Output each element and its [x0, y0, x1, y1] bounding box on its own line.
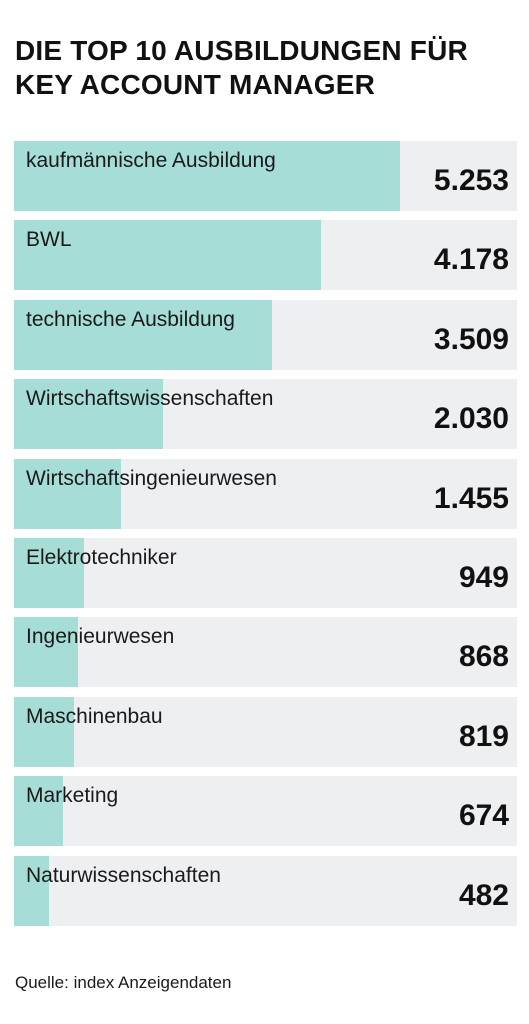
chart-title-line-2: KEY ACCOUNT MANAGER — [15, 69, 376, 100]
bar — [14, 299, 272, 370]
bar-chart: kaufmännische Ausbildung 5.253 BWL 4.178 tec… — [14, 141, 517, 935]
bar — [14, 776, 64, 847]
bar-label: Marketing — [26, 784, 119, 808]
bar-label: Wirtschaftsingenieurwesen — [26, 466, 277, 490]
bar-value: 3.509 — [433, 322, 509, 356]
bar — [14, 141, 400, 211]
bar-label: Naturwissenschaften — [26, 863, 221, 887]
bar-value: 482 — [458, 878, 509, 912]
bar-label: Ingenieurwesen — [26, 625, 175, 649]
bar — [14, 220, 321, 291]
bar-row: kaufmännische Ausbildung 5.253 — [14, 141, 517, 211]
bar-value: 819 — [458, 719, 509, 753]
bar-label: technische Ausbildung — [26, 307, 235, 331]
bar — [14, 617, 78, 688]
bar-row: Maschinenbau 819 — [14, 696, 517, 767]
bar-label: Maschinenbau — [26, 704, 163, 728]
bar — [14, 379, 164, 450]
bar-value: 2.030 — [433, 402, 509, 436]
bar-label: kaufmännische Ausbildung — [26, 149, 276, 172]
bar-row: Naturwissenschaften 482 — [14, 855, 517, 926]
bar-value: 949 — [458, 560, 509, 594]
bar-row: Elektrotechniker 949 — [14, 537, 517, 608]
bar-row: Ingenieurwesen 868 — [14, 617, 517, 688]
bar-row: Marketing 674 — [14, 776, 517, 847]
bar — [14, 855, 50, 926]
bar-row: Wirtschaftswissenschaften 2.030 — [14, 379, 517, 450]
bar — [14, 537, 84, 608]
bar-value: 868 — [458, 640, 509, 674]
bar-value: 674 — [458, 799, 509, 833]
bar-label: Elektrotechniker — [26, 545, 177, 569]
bar-value: 1.455 — [433, 481, 509, 515]
bar-row: BWL 4.178 — [14, 220, 517, 291]
bar-row: Wirtschaftsingenieurwesen 1.455 — [14, 458, 517, 529]
bar — [14, 696, 75, 767]
chart-title: DIE TOP 10 AUSBILDUNGEN FÜR KEY ACCOUNT … — [15, 34, 515, 102]
bar-row: technische Ausbildung 3.509 — [14, 299, 517, 370]
source-note: Quelle: index Anzeigendaten — [15, 973, 232, 992]
bar-value: 5.253 — [433, 164, 509, 197]
bar-value: 4.178 — [433, 243, 509, 277]
bar-label: Wirtschaftswissenschaften — [26, 387, 274, 411]
bar — [14, 458, 121, 529]
bar-label: BWL — [26, 228, 72, 252]
chart-title-line-1: DIE TOP 10 AUSBILDUNGEN FÜR — [15, 35, 468, 66]
